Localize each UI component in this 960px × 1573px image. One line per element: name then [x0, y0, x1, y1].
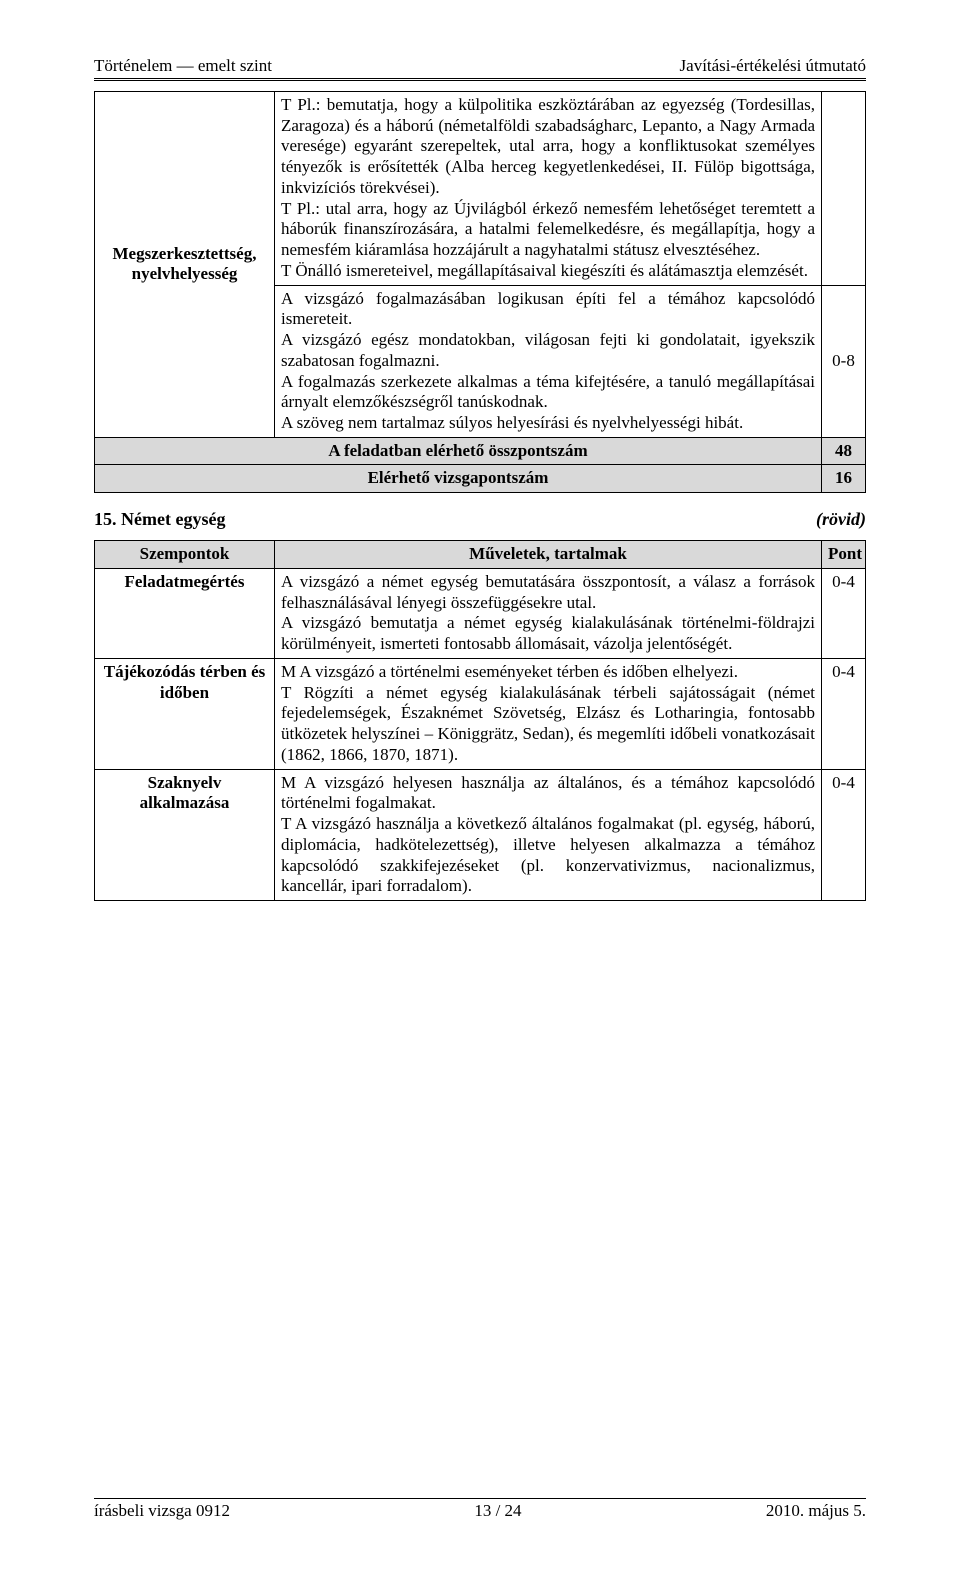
- table-header-row: Szempontok Műveletek, tartalmak Pont: [95, 541, 866, 569]
- col-header: Pont: [822, 541, 866, 569]
- footer-left: írásbeli vizsga 0912: [94, 1501, 230, 1521]
- rubric-body-cell: M A vizsgázó helyesen használja az által…: [275, 769, 822, 900]
- col-header: Műveletek, tartalmak: [275, 541, 822, 569]
- rubric-body-cell: T Pl.: bemutatja, hogy a külpolitika esz…: [275, 92, 822, 286]
- section-variant: (rövid): [816, 509, 866, 530]
- section-title-text: 15. Német egység: [94, 509, 225, 530]
- criterion-label: Szaknyelv alkalmazása: [95, 769, 275, 900]
- footer-rule: [94, 1498, 866, 1499]
- rubric-body-cell: A vizsgázó fogalmazásában logikusan épít…: [275, 285, 822, 437]
- page: Történelem — emelt szint Javítási-értéke…: [0, 0, 960, 1573]
- total-row: A feladatban elérhető összpontszám 48: [95, 437, 866, 465]
- exam-label: Elérhető vizsgapontszám: [95, 465, 822, 493]
- page-footer: írásbeli vizsga 0912 13 / 24 2010. május…: [94, 1498, 866, 1521]
- points-cell: 0-4: [822, 568, 866, 658]
- points-cell: [822, 92, 866, 286]
- criterion-label: Feladatmegértés: [95, 568, 275, 658]
- col-header: Szempontok: [95, 541, 275, 569]
- total-value: 48: [822, 437, 866, 465]
- criterion-label: Megszerkesztettség, nyelvhelyesség: [113, 244, 257, 284]
- rubric-body-cell: A vizsgázó a német egység bemutatására ö…: [275, 568, 822, 658]
- criterion-label: Tájékozódás térben és időben: [95, 658, 275, 769]
- points-cell: 0-8: [822, 285, 866, 437]
- rubric-table-1: Megszerkesztettség, nyelvhelyesség T Pl.…: [94, 91, 866, 493]
- table-row: Megszerkesztettség, nyelvhelyesség T Pl.…: [95, 92, 866, 286]
- points-cell: 0-4: [822, 769, 866, 900]
- footer-right: 2010. május 5.: [766, 1501, 866, 1521]
- exam-row: Elérhető vizsgapontszám 16: [95, 465, 866, 493]
- total-label: A feladatban elérhető összpontszám: [95, 437, 822, 465]
- rubric-text: T Pl.: utal arra, hogy az Újvilágból érk…: [281, 199, 815, 259]
- page-header: Történelem — emelt szint Javítási-értéke…: [94, 56, 866, 76]
- footer-center: 13 / 24: [474, 1501, 521, 1521]
- rubric-body-cell: M A vizsgázó a történelmi eseményeket té…: [275, 658, 822, 769]
- header-rule: [94, 78, 866, 81]
- exam-value: 16: [822, 465, 866, 493]
- header-right: Javítási-értékelési útmutató: [680, 56, 866, 76]
- rubric-text: T Pl.: bemutatja, hogy a külpolitika esz…: [281, 95, 815, 197]
- section-15-title: 15. Német egység (rövid): [94, 509, 866, 530]
- table-row: Feladatmegértés A vizsgázó a német egysé…: [95, 568, 866, 658]
- header-left: Történelem — emelt szint: [94, 56, 272, 76]
- table-row: Tájékozódás térben és időben M A vizsgáz…: [95, 658, 866, 769]
- points-cell: 0-4: [822, 658, 866, 769]
- rubric-text: T Önálló ismereteivel, megállapításaival…: [281, 261, 808, 280]
- rubric-table-2: Szempontok Műveletek, tartalmak Pont Fel…: [94, 540, 866, 901]
- table-row: Szaknyelv alkalmazása M A vizsgázó helye…: [95, 769, 866, 900]
